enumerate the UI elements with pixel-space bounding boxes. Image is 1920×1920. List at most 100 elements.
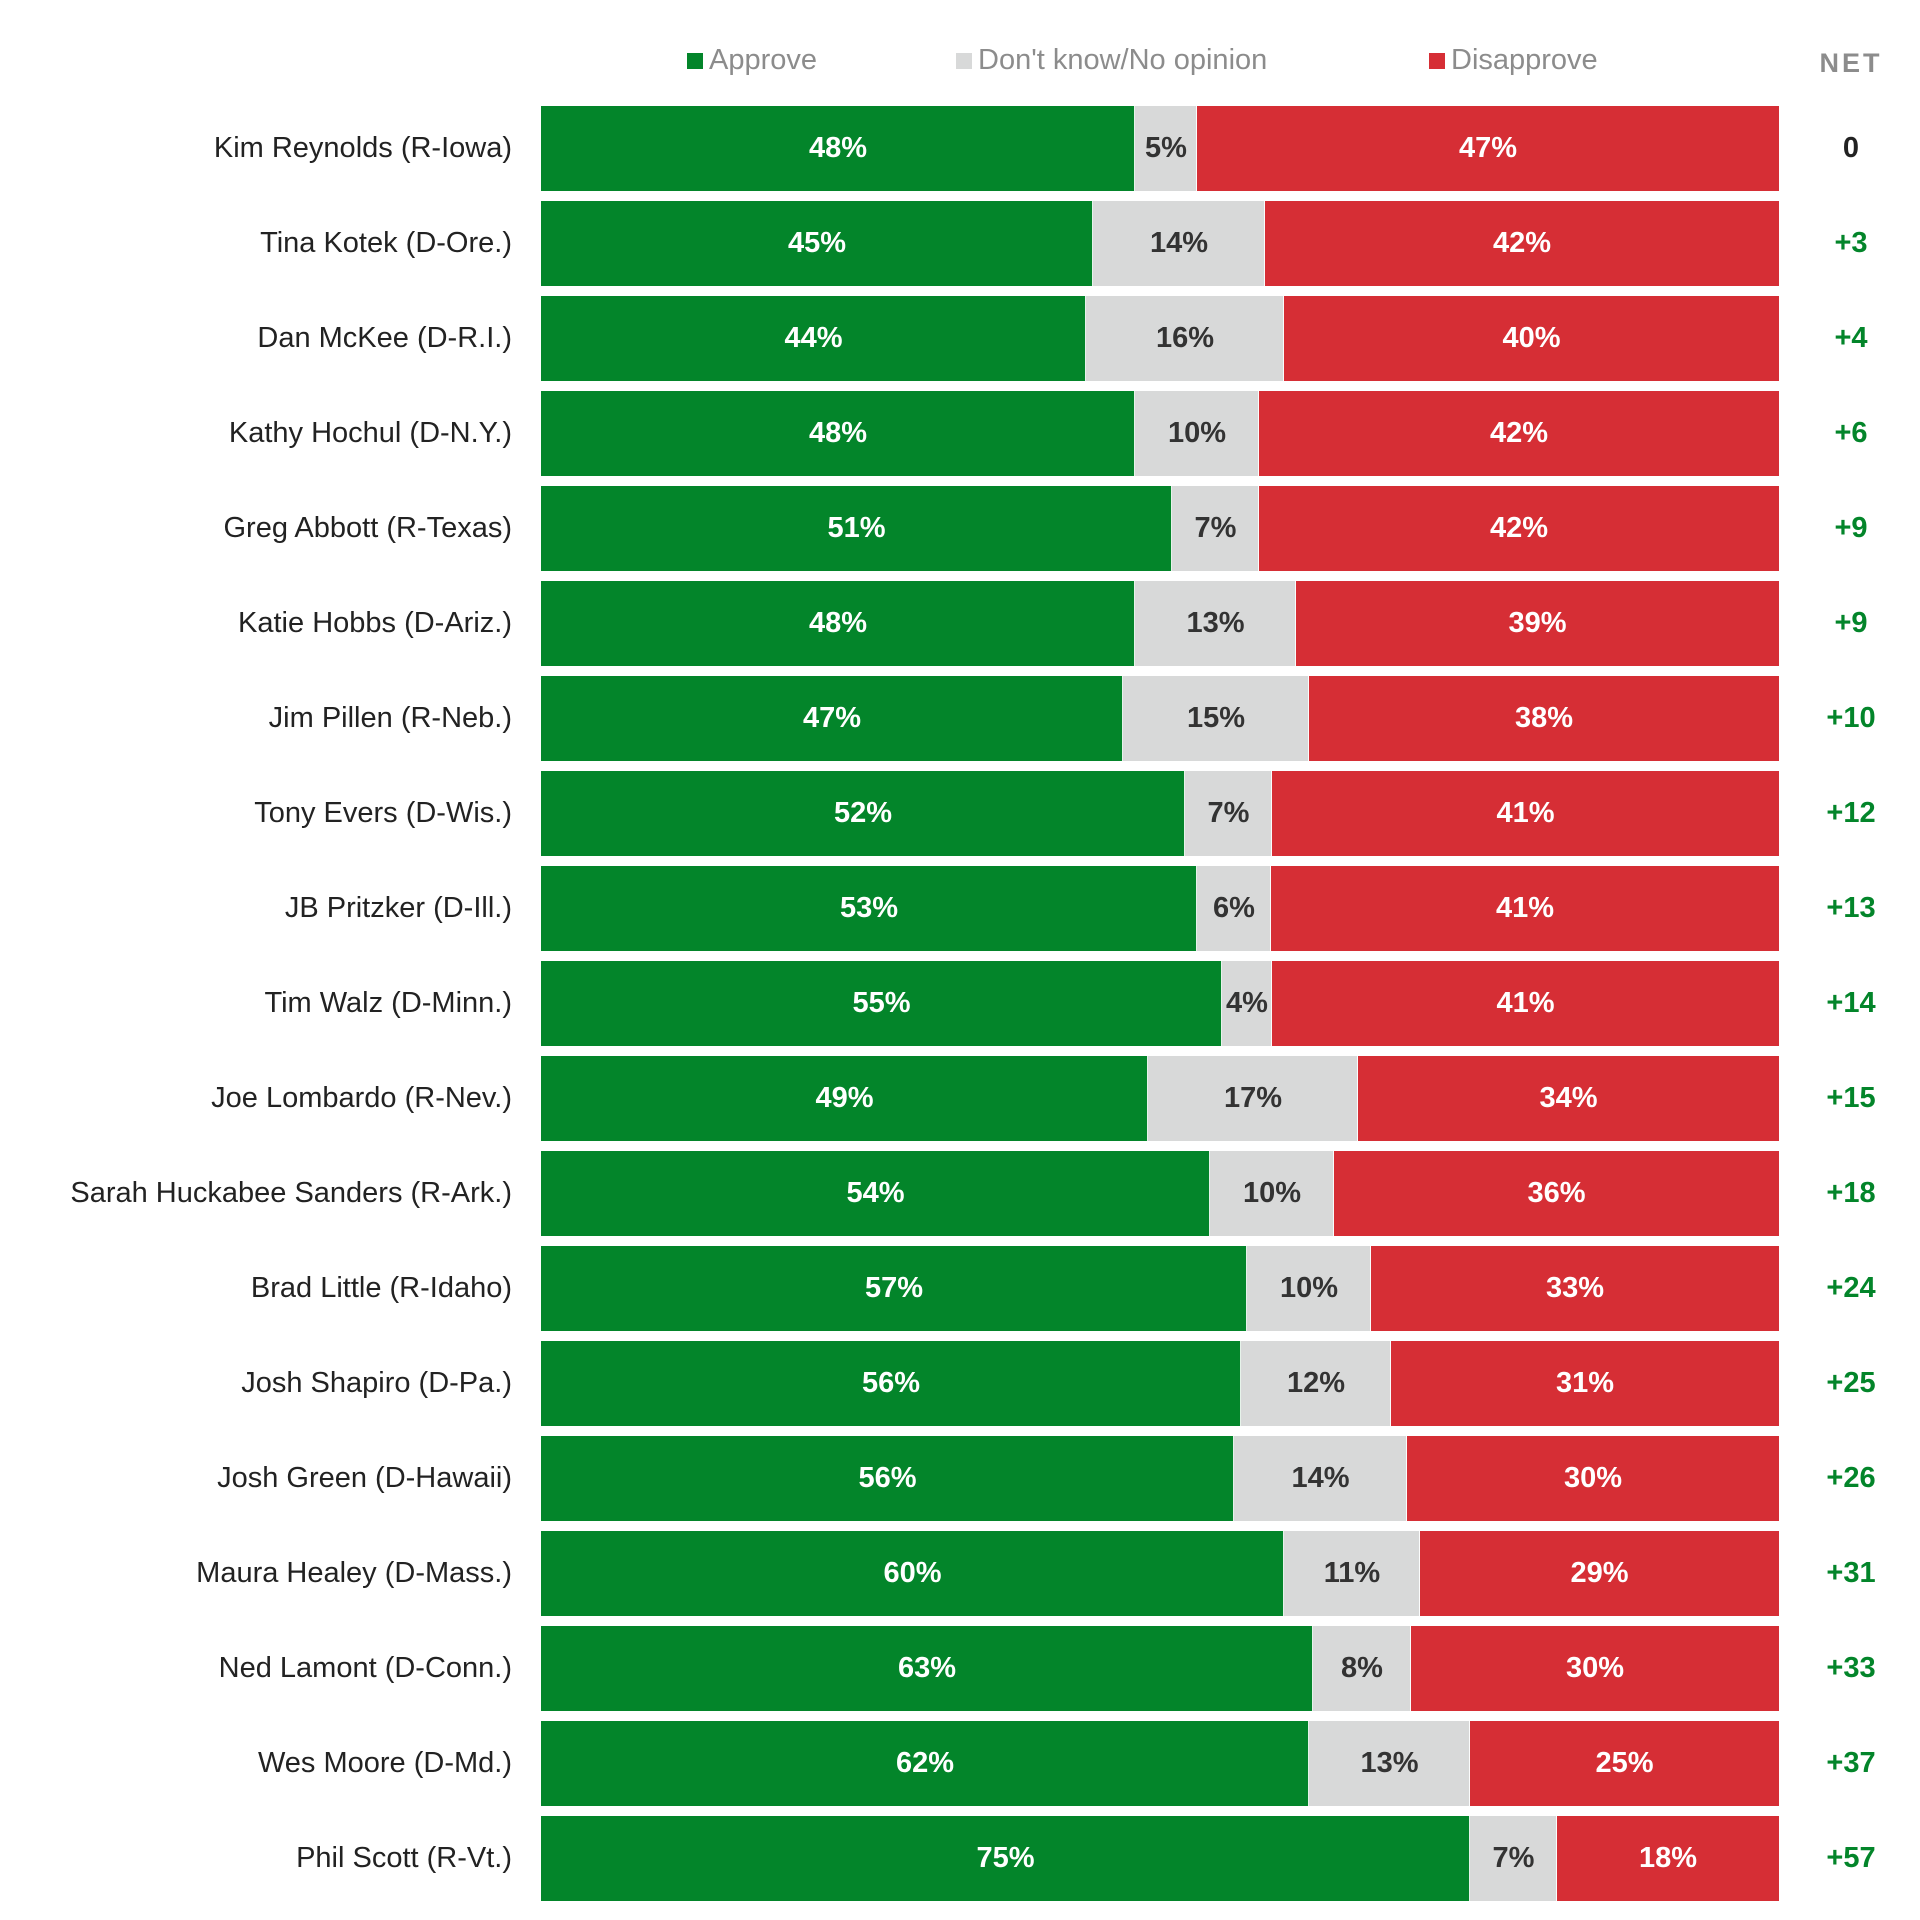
bar-row: Joe Lombardo (R-Nev.) 49% 17% 34% +15 [0, 1056, 1920, 1141]
approve-segment: 56% [541, 1436, 1234, 1521]
approve-segment: 55% [541, 961, 1222, 1046]
net-value: +33 [1826, 1652, 1876, 1684]
legend-approve-swatch [687, 52, 703, 69]
stacked-bar: 45% 14% 42% [541, 201, 1779, 286]
stacked-bar: 63% 8% 30% [541, 1626, 1779, 1711]
row-label: JB Pritzker (D-Ill.) [284, 892, 512, 924]
net-value: +13 [1826, 892, 1876, 924]
net-value: +24 [1826, 1272, 1876, 1304]
approve-segment: 62% [541, 1721, 1309, 1806]
legend-neutral-swatch [956, 52, 972, 69]
stacked-bar: 48% 5% 47% [541, 106, 1779, 191]
neutral-segment: 11% [1284, 1531, 1420, 1616]
net-value: +9 [1834, 512, 1868, 544]
approve-segment: 48% [541, 581, 1135, 666]
net-value: +15 [1826, 1082, 1876, 1114]
row-label: Ned Lamont (D-Conn.) [218, 1652, 512, 1684]
bar-row: Josh Shapiro (D-Pa.) 56% 12% 31% +25 [0, 1341, 1920, 1426]
approve-segment: 51% [541, 486, 1172, 571]
neutral-segment: 6% [1197, 866, 1271, 951]
net-value: 0 [1842, 132, 1860, 164]
disapprove-segment: 33% [1371, 1246, 1779, 1331]
row-label: Tim Walz (D-Minn.) [264, 987, 512, 1019]
bar-row: Wes Moore (D-Md.) 62% 13% 25% +37 [0, 1721, 1920, 1806]
disapprove-segment: 42% [1265, 201, 1779, 286]
stacked-bar: 51% 7% 42% [541, 486, 1779, 571]
disapprove-segment: 42% [1259, 486, 1779, 571]
legend-approve-label: Approve [709, 44, 818, 76]
stacked-bar: 62% 13% 25% [541, 1721, 1779, 1806]
legend-approve: Approve [687, 44, 817, 77]
neutral-segment: 10% [1210, 1151, 1334, 1236]
approve-segment: 57% [541, 1246, 1247, 1331]
bar-row: Tony Evers (D-Wis.) 52% 7% 41% +12 [0, 771, 1920, 856]
neutral-segment: 14% [1234, 1436, 1407, 1521]
net-value: +9 [1834, 607, 1868, 639]
row-label: Kim Reynolds (R-Iowa) [213, 132, 512, 164]
approve-segment: 54% [541, 1151, 1210, 1236]
neutral-segment: 7% [1185, 771, 1272, 856]
disapprove-segment: 40% [1284, 296, 1779, 381]
row-label: Brad Little (R-Idaho) [250, 1272, 512, 1304]
approve-segment: 53% [541, 866, 1197, 951]
approve-segment: 75% [541, 1816, 1470, 1901]
legend-disapprove: Disapprove [1429, 44, 1598, 77]
stacked-bar: 49% 17% 34% [541, 1056, 1779, 1141]
disapprove-segment: 42% [1259, 391, 1779, 476]
bar-row: Dan McKee (D-R.I.) 44% 16% 40% +4 [0, 296, 1920, 381]
row-label: Kathy Hochul (D-N.Y.) [228, 417, 512, 449]
net-value: +37 [1826, 1747, 1876, 1779]
stacked-bar: 48% 10% 42% [541, 391, 1779, 476]
net-value: +18 [1826, 1177, 1876, 1209]
disapprove-segment: 36% [1334, 1151, 1779, 1236]
net-value: +10 [1826, 702, 1876, 734]
neutral-segment: 8% [1313, 1626, 1411, 1711]
neutral-segment: 7% [1470, 1816, 1557, 1901]
approve-segment: 48% [541, 391, 1135, 476]
disapprove-segment: 30% [1407, 1436, 1779, 1521]
disapprove-segment: 29% [1420, 1531, 1779, 1616]
net-header: NET [1819, 48, 1883, 78]
neutral-segment: 5% [1135, 106, 1197, 191]
stacked-bar: 55% 4% 41% [541, 961, 1779, 1046]
net-value: +4 [1834, 322, 1868, 354]
row-label: Tina Kotek (D-Ore.) [260, 227, 512, 259]
stacked-bar: 47% 15% 38% [541, 676, 1779, 761]
neutral-segment: 13% [1135, 581, 1296, 666]
neutral-segment: 17% [1148, 1056, 1358, 1141]
approve-segment: 45% [541, 201, 1093, 286]
row-label: Joe Lombardo (R-Nev.) [211, 1082, 512, 1114]
neutral-segment: 15% [1123, 676, 1309, 761]
bar-row: Katie Hobbs (D-Ariz.) 48% 13% 39% +9 [0, 581, 1920, 666]
bar-row: JB Pritzker (D-Ill.) 53% 6% 41% +13 [0, 866, 1920, 951]
row-label: Katie Hobbs (D-Ariz.) [238, 607, 512, 639]
row-label: Wes Moore (D-Md.) [257, 1747, 512, 1779]
stacked-bar: 56% 14% 30% [541, 1436, 1779, 1521]
approve-segment: 56% [541, 1341, 1241, 1426]
bar-row: Kim Reynolds (R-Iowa) 48% 5% 47% 0 [0, 106, 1920, 191]
approve-segment: 63% [541, 1626, 1313, 1711]
approve-segment: 47% [541, 676, 1123, 761]
net-value: +12 [1826, 797, 1876, 829]
disapprove-segment: 31% [1391, 1341, 1779, 1426]
stacked-bar: 57% 10% 33% [541, 1246, 1779, 1331]
neutral-segment: 10% [1135, 391, 1259, 476]
neutral-segment: 7% [1172, 486, 1259, 571]
stacked-bar: 44% 16% 40% [541, 296, 1779, 381]
bar-row: Maura Healey (D-Mass.) 60% 11% 29% +31 [0, 1531, 1920, 1616]
row-label: Maura Healey (D-Mass.) [196, 1557, 512, 1589]
net-value: +26 [1826, 1462, 1876, 1494]
stacked-bar: 48% 13% 39% [541, 581, 1779, 666]
net-value: +25 [1826, 1367, 1876, 1399]
legend-disapprove-label: Disapprove [1451, 44, 1598, 76]
row-label: Dan McKee (D-R.I.) [257, 322, 512, 354]
approve-segment: 60% [541, 1531, 1284, 1616]
bar-row: Greg Abbott (R-Texas) 51% 7% 42% +9 [0, 486, 1920, 571]
neutral-segment: 13% [1309, 1721, 1470, 1806]
bar-row: Ned Lamont (D-Conn.) 63% 8% 30% +33 [0, 1626, 1920, 1711]
approve-segment: 49% [541, 1056, 1148, 1141]
row-label: Phil Scott (R-Vt.) [296, 1842, 512, 1874]
disapprove-segment: 38% [1309, 676, 1779, 761]
approve-segment: 44% [541, 296, 1086, 381]
